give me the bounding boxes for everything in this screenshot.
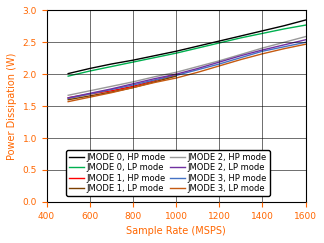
Y-axis label: Power Dissipation (W): Power Dissipation (W) <box>7 52 17 160</box>
X-axis label: Sample Rate (MSPS): Sample Rate (MSPS) <box>126 226 226 236</box>
Legend: JMODE 0, HP mode, JMODE 0, LP mode, JMODE 1, HP mode, JMODE 1, LP mode, JMODE 2,: JMODE 0, HP mode, JMODE 0, LP mode, JMOD… <box>66 150 270 196</box>
